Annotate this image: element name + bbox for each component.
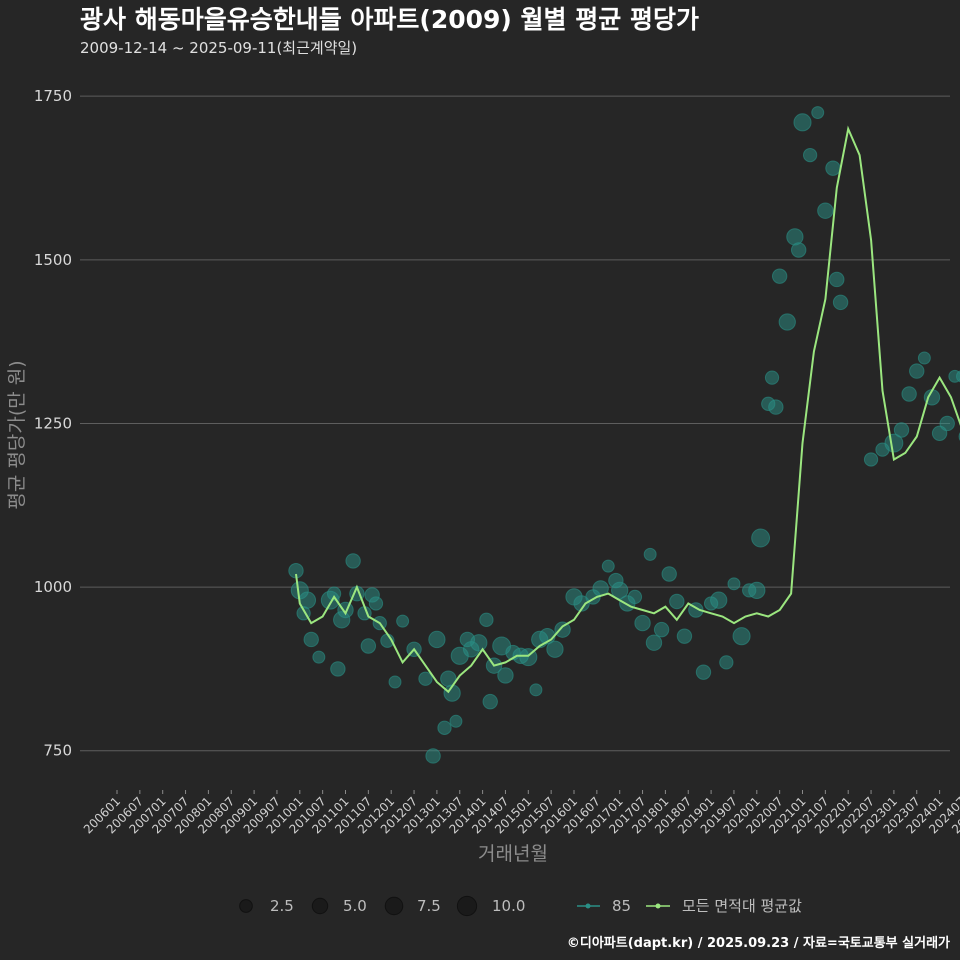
y-axis-label: 평균 평당가(만 원) (6, 360, 28, 509)
chart-subtitle: 2009-12-14 ~ 2025-09-11(최근계약일) (80, 39, 357, 57)
scatter-point (360, 638, 377, 654)
scatter-point (601, 559, 615, 573)
scatter-point (727, 577, 741, 591)
y-tick-label: 1750 (34, 87, 72, 105)
x-axis-label: 거래년월 (478, 843, 548, 865)
scatter-point (388, 675, 402, 689)
scatter-point (893, 422, 910, 438)
x-axis: 2006012006072007012007072008012008072009… (81, 790, 960, 837)
scatter-point (529, 683, 543, 697)
scatter-point (661, 566, 677, 582)
scatter-point (710, 591, 728, 609)
legend-label-average: 모든 면적대 평균값 (682, 897, 802, 915)
scatter-point (939, 415, 955, 432)
scatter-point (955, 370, 960, 383)
legend-label-85: 85 (612, 897, 631, 915)
y-tick-label: 1500 (34, 251, 72, 269)
scatter-point (778, 313, 796, 331)
y-axis: 750 1000 1250 1500 1750 (34, 87, 72, 760)
scatter-point (811, 106, 825, 120)
scatter-point (793, 113, 812, 132)
scatter-point (345, 553, 361, 569)
chart-title: 광사 해동마을유승한내들 아파트(2009) 월별 평균 평당가 (80, 5, 699, 34)
size-legend-circle (384, 896, 404, 916)
size-legend-label: 2.5 (270, 897, 294, 915)
size-legend-label: 5.0 (343, 897, 367, 915)
scatter-point (627, 589, 643, 605)
scatter-point (732, 627, 751, 646)
scatter-point (479, 612, 494, 627)
scatter-point (643, 547, 657, 561)
legend: 2.5 5.0 7.5 10.0 85 모든 면적대 평균값 (239, 895, 802, 917)
scatter-point (303, 631, 319, 648)
scatter-point (832, 294, 849, 311)
scatter-point (790, 242, 807, 258)
scatter-point (645, 634, 663, 651)
scatter-point (497, 667, 514, 684)
scatter-point (748, 581, 766, 600)
scatter-point (863, 452, 879, 467)
size-legend-label: 10.0 (492, 897, 525, 915)
scatter-point (676, 628, 693, 644)
y-tick-label: 1000 (34, 578, 72, 596)
scatter-point (817, 202, 834, 219)
scatter-point (802, 147, 818, 163)
legend-marker-85 (585, 903, 591, 909)
y-tick-label: 1250 (34, 414, 72, 432)
scatter-series (288, 106, 960, 764)
scatter-point (695, 664, 712, 680)
scatter-point (909, 363, 925, 379)
scatter-point (330, 661, 346, 677)
y-tick-label: 750 (43, 742, 72, 760)
scatter-point (312, 650, 326, 664)
scatter-point (326, 586, 342, 601)
scatter-point (425, 748, 441, 764)
scatter-point (368, 596, 384, 611)
scatter-point (829, 271, 845, 288)
scatter-point (437, 720, 452, 735)
size-legend-circle (239, 899, 253, 913)
scatter-point (611, 581, 629, 600)
scatter-point (764, 370, 780, 385)
scatter-point (653, 621, 670, 638)
scatter-point (751, 528, 771, 548)
scatter-point (825, 160, 841, 176)
scatter-point (554, 621, 571, 638)
scatter-point (901, 386, 917, 402)
scatter-point (669, 593, 685, 610)
scatter-point (546, 640, 564, 658)
grid (80, 95, 950, 752)
size-legend-label: 7.5 (417, 897, 441, 915)
average-price-line (295, 125, 960, 694)
scatter-point (768, 399, 784, 415)
size-legend-circle (311, 897, 329, 915)
scatter-point (771, 268, 788, 284)
scatter-point (470, 634, 488, 652)
scatter-point (396, 614, 410, 628)
scatter-point (719, 655, 734, 670)
scatter-point (449, 714, 463, 728)
legend-marker-average (655, 903, 661, 909)
scatter-point (482, 693, 498, 710)
scatter-point (917, 351, 931, 365)
scatter-point (634, 614, 651, 632)
scatter-point (428, 630, 446, 649)
size-legend-circle (456, 895, 478, 917)
source-caption: ©디아파트(dapt.kr) / 2025.09.23 / 자료=국토교통부 실… (567, 935, 950, 951)
scatter-point (418, 671, 433, 686)
